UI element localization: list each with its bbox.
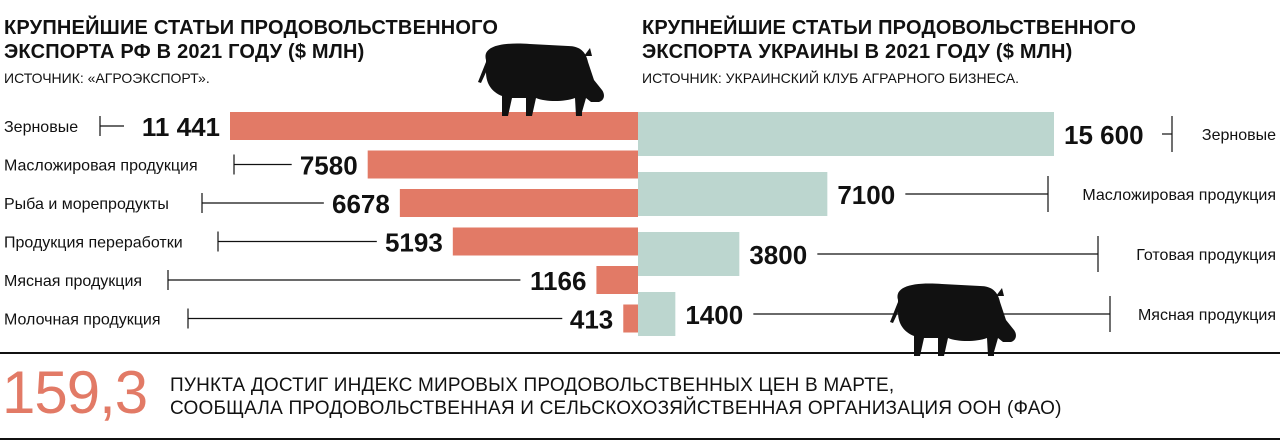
russia-bar: [623, 304, 638, 333]
ukraine-value-label: 7100: [837, 180, 895, 210]
footer-caption-line1: ПУНКТА ДОСТИГ ИНДЕКС МИРОВЫХ ПРОДОВОЛЬСТ…: [170, 375, 895, 396]
russia-category-label: Масложировая продукция: [4, 158, 198, 175]
russia-bar: [596, 266, 638, 294]
russia-bar: [367, 150, 638, 179]
ukraine-bar: [638, 112, 1054, 156]
russia-category-label: Мясная продукция: [4, 273, 142, 290]
russia-export-chart: Зерновые 11 441 Масложировая продукция 7580…: [4, 112, 638, 335]
ukraine-bar: [638, 292, 676, 336]
cow-icon: [478, 43, 604, 116]
ukraine-bar: [638, 172, 828, 216]
russia-bar: [399, 189, 638, 217]
food-price-index-value: 159,3: [2, 359, 148, 426]
ukraine-chart-title: КРУПНЕЙШИЕ СТАТЬИ ПРОДОВОЛЬСТВЕННОГО ЭКС…: [642, 16, 1136, 64]
ukraine-value-label: 15 600: [1064, 120, 1144, 150]
russia-value-label: 1166: [530, 266, 586, 296]
ukraine-bar: [638, 232, 740, 276]
russia-bar: [452, 227, 638, 256]
ukraine-title-line1: КРУПНЕЙШИЕ СТАТЬИ ПРОДОВОЛЬСТВЕННОГО: [642, 17, 1137, 39]
russia-value-label: 6678: [332, 189, 390, 219]
footer-caption: ПУНКТА ДОСТИГ ИНДЕКС МИРОВЫХ ПРОДОВОЛЬСТ…: [170, 374, 1062, 420]
russia-category-label: Молочная продукция: [4, 312, 161, 329]
ukraine-value-label: 1400: [685, 300, 743, 330]
russia-category-label: Зерновые: [4, 119, 78, 136]
russia-chart-title: КРУПНЕЙШИЕ СТАТЬИ ПРОДОВОЛЬСТВЕННОГО ЭКС…: [4, 16, 498, 64]
russia-value-label: 7580: [300, 151, 358, 181]
ukraine-export-chart: 15 600 Зерновые 7100 Масложировая продукция…: [638, 112, 1276, 336]
cow-icon: [890, 283, 1016, 356]
footer-caption-line2: СООБЩАЛА ПРОДОВОЛЬСТВЕННАЯ И СЕЛЬСКОХОЗЯ…: [170, 398, 1062, 419]
ukraine-category-label: Мясная продукция: [1138, 307, 1276, 324]
ukraine-category-label: Масложировая продукция: [1082, 187, 1276, 204]
russia-title-line2: ЭКСПОРТА РФ В 2021 ГОДУ ($ МЛН): [4, 41, 365, 63]
russia-value-label: 11 441: [142, 112, 220, 142]
separator-line: [0, 352, 1280, 354]
russia-title-line1: КРУПНЕЙШИЕ СТАТЬИ ПРОДОВОЛЬСТВЕННОГО: [4, 17, 499, 39]
russia-source: ИСТОЧНИК: «АГРОЭКСПОРТ».: [4, 70, 210, 86]
russia-value-label: 413: [570, 305, 613, 335]
bottom-rule: [0, 438, 1280, 440]
ukraine-source: ИСТОЧНИК: УКРАИНСКИЙ КЛУБ АГРАРНОГО БИЗН…: [642, 70, 1019, 86]
russia-value-label: 5193: [385, 228, 443, 258]
ukraine-value-label: 3800: [749, 240, 807, 270]
russia-category-label: Продукция переработки: [4, 235, 183, 252]
russia-bar: [230, 112, 638, 140]
ukraine-category-label: Зерновые: [1202, 127, 1276, 144]
russia-category-label: Рыба и морепродукты: [4, 196, 169, 213]
ukraine-category-label: Готовая продукция: [1136, 247, 1276, 264]
ukraine-title-line2: ЭКСПОРТА УКРАИНЫ В 2021 ГОДУ ($ МЛН): [642, 41, 1073, 63]
